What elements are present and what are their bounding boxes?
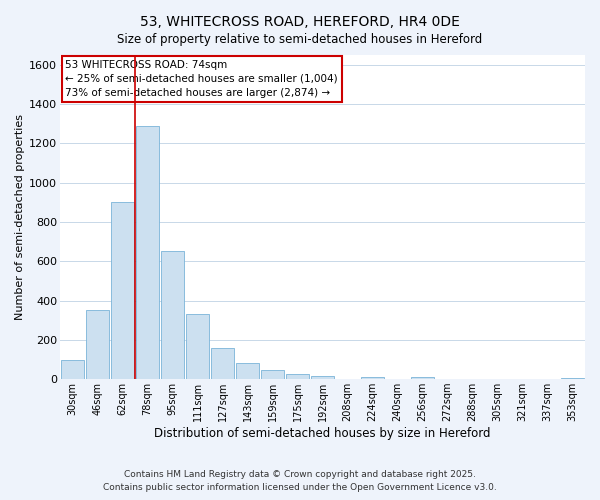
- Text: Contains HM Land Registry data © Crown copyright and database right 2025.
Contai: Contains HM Land Registry data © Crown c…: [103, 470, 497, 492]
- Bar: [311, 376, 334, 379]
- Text: 53 WHITECROSS ROAD: 74sqm
← 25% of semi-detached houses are smaller (1,004)
73% : 53 WHITECROSS ROAD: 74sqm ← 25% of semi-…: [65, 60, 338, 98]
- Bar: [136, 126, 160, 379]
- Bar: [560, 378, 584, 379]
- Bar: [110, 202, 134, 379]
- Bar: [361, 377, 385, 379]
- Bar: [86, 310, 109, 379]
- Bar: [286, 374, 310, 379]
- Bar: [61, 360, 85, 379]
- Bar: [211, 348, 235, 379]
- Text: Size of property relative to semi-detached houses in Hereford: Size of property relative to semi-detach…: [118, 32, 482, 46]
- Bar: [236, 364, 259, 379]
- Bar: [260, 370, 284, 379]
- Bar: [410, 377, 434, 379]
- Bar: [161, 252, 184, 379]
- Y-axis label: Number of semi-detached properties: Number of semi-detached properties: [15, 114, 25, 320]
- X-axis label: Distribution of semi-detached houses by size in Hereford: Distribution of semi-detached houses by …: [154, 427, 491, 440]
- Text: 53, WHITECROSS ROAD, HEREFORD, HR4 0DE: 53, WHITECROSS ROAD, HEREFORD, HR4 0DE: [140, 15, 460, 29]
- Bar: [185, 314, 209, 379]
